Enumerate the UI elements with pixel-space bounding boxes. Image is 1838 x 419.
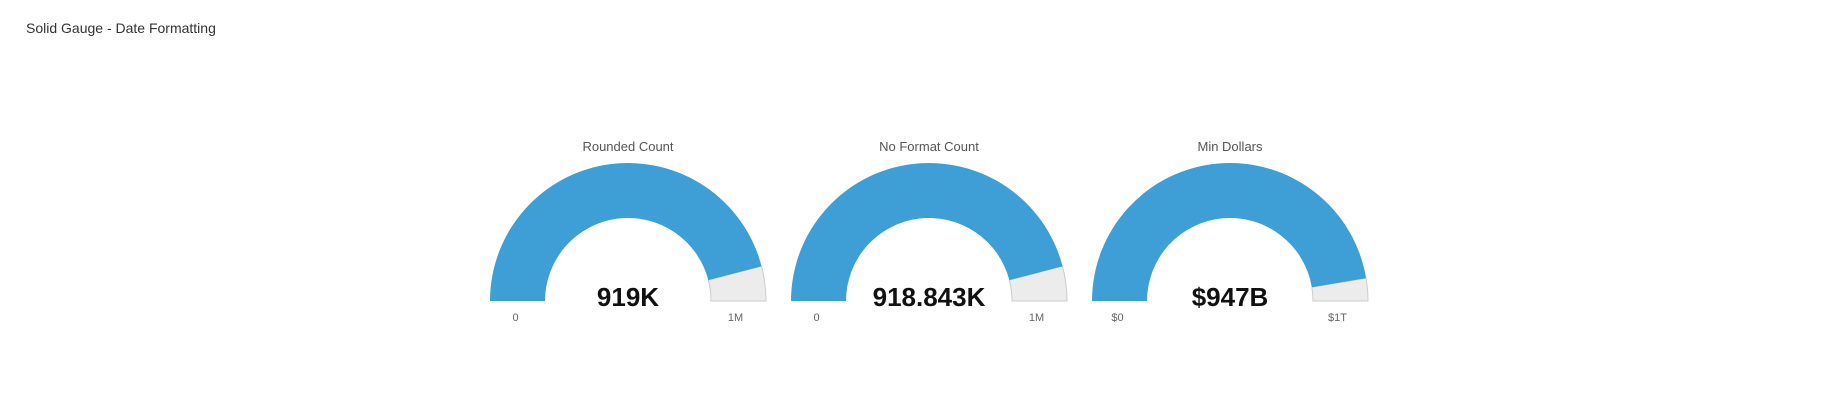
gauge-title: No Format Count — [879, 139, 979, 154]
gauge-max-label: $1T — [1328, 312, 1347, 324]
gauge-3: Min Dollars $947B $0 $1T — [1092, 139, 1369, 324]
panel-title: Solid Gauge - Date Formatting — [26, 20, 216, 36]
gauge-min-label: 0 — [512, 312, 518, 324]
gauge-track — [1008, 265, 1068, 302]
gauge-max-label: 1M — [728, 312, 743, 324]
gauge-track — [1311, 277, 1369, 302]
gauge-min-label: 0 — [813, 312, 819, 324]
gauge-value-arc — [1092, 162, 1367, 301]
gauge-max-label: 1M — [1029, 312, 1044, 324]
gauge-title: Rounded Count — [582, 139, 673, 154]
gauge-track — [707, 265, 767, 302]
gauge-value-arc — [490, 162, 762, 301]
gauge-1: Rounded Count 919K 0 1M — [490, 139, 767, 324]
gauge-value-arc — [791, 163, 1063, 301]
gauge-value-label: $947B — [1192, 282, 1269, 312]
gauge-min-label: $0 — [1111, 312, 1123, 324]
gauge-value-label: 918.843K — [873, 282, 986, 312]
gauge-2: No Format Count 918.843K 0 1M — [791, 139, 1068, 324]
gauge-title: Min Dollars — [1197, 139, 1263, 154]
gauge-value-label: 919K — [597, 282, 659, 312]
